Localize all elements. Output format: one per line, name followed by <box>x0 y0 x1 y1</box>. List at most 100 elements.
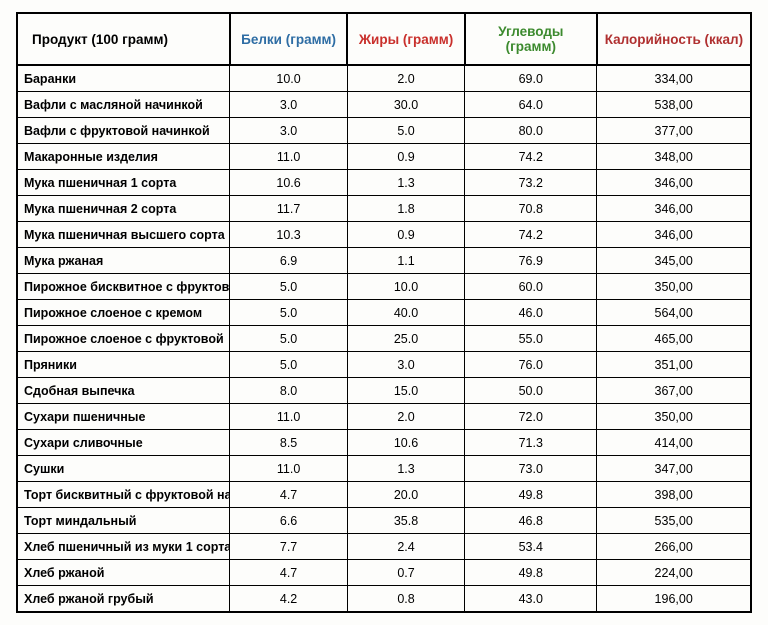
value-cell: 347,00 <box>597 456 751 482</box>
value-cell: 20.0 <box>347 482 464 508</box>
value-cell: 367,00 <box>597 378 751 404</box>
table-row: Сухари сливочные8.510.671.3414,00 <box>17 430 751 456</box>
product-name-cell: Вафли с масляной начинкой <box>17 92 230 118</box>
value-cell: 1.3 <box>347 456 464 482</box>
value-cell: 80.0 <box>465 118 597 144</box>
value-cell: 0.8 <box>347 586 464 613</box>
value-cell: 6.6 <box>230 508 347 534</box>
product-name-cell: Мука пшеничная 2 сорта <box>17 196 230 222</box>
value-cell: 25.0 <box>347 326 464 352</box>
value-cell: 2.0 <box>347 404 464 430</box>
column-header: Белки (грамм) <box>230 13 347 65</box>
value-cell: 346,00 <box>597 196 751 222</box>
value-cell: 70.8 <box>465 196 597 222</box>
product-name-cell: Пирожное слоеное с фруктовой <box>17 326 230 352</box>
value-cell: 4.7 <box>230 560 347 586</box>
value-cell: 8.0 <box>230 378 347 404</box>
value-cell: 8.5 <box>230 430 347 456</box>
value-cell: 346,00 <box>597 170 751 196</box>
value-cell: 350,00 <box>597 274 751 300</box>
value-cell: 4.2 <box>230 586 347 613</box>
product-name-cell: Пирожное бисквитное с фруктов <box>17 274 230 300</box>
value-cell: 224,00 <box>597 560 751 586</box>
table-row: Макаронные изделия11.00.974.2348,00 <box>17 144 751 170</box>
value-cell: 0.7 <box>347 560 464 586</box>
value-cell: 15.0 <box>347 378 464 404</box>
column-header: Углеводы (грамм) <box>465 13 597 65</box>
table-header-row: Продукт (100 грамм)Белки (грамм)Жиры (гр… <box>17 13 751 65</box>
value-cell: 10.0 <box>347 274 464 300</box>
value-cell: 3.0 <box>230 92 347 118</box>
value-cell: 40.0 <box>347 300 464 326</box>
column-header: Продукт (100 грамм) <box>17 13 230 65</box>
table-row: Пирожное бисквитное с фруктов5.010.060.0… <box>17 274 751 300</box>
value-cell: 3.0 <box>230 118 347 144</box>
product-name-cell: Сухари сливочные <box>17 430 230 456</box>
value-cell: 30.0 <box>347 92 464 118</box>
value-cell: 414,00 <box>597 430 751 456</box>
value-cell: 10.0 <box>230 65 347 92</box>
value-cell: 377,00 <box>597 118 751 144</box>
value-cell: 60.0 <box>465 274 597 300</box>
product-name-cell: Хлеб ржаной грубый <box>17 586 230 613</box>
value-cell: 43.0 <box>465 586 597 613</box>
value-cell: 398,00 <box>597 482 751 508</box>
value-cell: 50.0 <box>465 378 597 404</box>
table-row: Мука пшеничная 2 сорта11.71.870.8346,00 <box>17 196 751 222</box>
product-name-cell: Хлеб пшеничный из муки 1 сорта <box>17 534 230 560</box>
value-cell: 76.9 <box>465 248 597 274</box>
table-row: Сдобная выпечка8.015.050.0367,00 <box>17 378 751 404</box>
product-name-cell: Мука пшеничная высшего сорта <box>17 222 230 248</box>
value-cell: 11.0 <box>230 404 347 430</box>
value-cell: 71.3 <box>465 430 597 456</box>
value-cell: 46.0 <box>465 300 597 326</box>
value-cell: 266,00 <box>597 534 751 560</box>
table-row: Хлеб пшеничный из муки 1 сорта7.72.453.4… <box>17 534 751 560</box>
product-name-cell: Пряники <box>17 352 230 378</box>
product-name-cell: Торт миндальный <box>17 508 230 534</box>
value-cell: 196,00 <box>597 586 751 613</box>
value-cell: 350,00 <box>597 404 751 430</box>
value-cell: 10.6 <box>230 170 347 196</box>
product-name-cell: Вафли с фруктовой начинкой <box>17 118 230 144</box>
value-cell: 2.4 <box>347 534 464 560</box>
value-cell: 345,00 <box>597 248 751 274</box>
product-name-cell: Мука пшеничная 1 сорта <box>17 170 230 196</box>
value-cell: 49.8 <box>465 482 597 508</box>
value-cell: 0.9 <box>347 222 464 248</box>
product-name-cell: Сухари пшеничные <box>17 404 230 430</box>
value-cell: 5.0 <box>230 326 347 352</box>
value-cell: 535,00 <box>597 508 751 534</box>
value-cell: 10.3 <box>230 222 347 248</box>
value-cell: 351,00 <box>597 352 751 378</box>
product-name-cell: Пирожное слоеное с кремом <box>17 300 230 326</box>
value-cell: 465,00 <box>597 326 751 352</box>
value-cell: 76.0 <box>465 352 597 378</box>
value-cell: 5.0 <box>347 118 464 144</box>
value-cell: 64.0 <box>465 92 597 118</box>
value-cell: 564,00 <box>597 300 751 326</box>
table-row: Торт бисквитный с фруктовой нач4.720.049… <box>17 482 751 508</box>
value-cell: 73.2 <box>465 170 597 196</box>
value-cell: 74.2 <box>465 222 597 248</box>
table-row: Пряники5.03.076.0351,00 <box>17 352 751 378</box>
column-header: Калорийность (ккал) <box>597 13 751 65</box>
value-cell: 0.9 <box>347 144 464 170</box>
value-cell: 11.0 <box>230 144 347 170</box>
table-row: Пирожное слоеное с фруктовой5.025.055.04… <box>17 326 751 352</box>
value-cell: 4.7 <box>230 482 347 508</box>
value-cell: 3.0 <box>347 352 464 378</box>
product-name-cell: Баранки <box>17 65 230 92</box>
product-name-cell: Макаронные изделия <box>17 144 230 170</box>
value-cell: 49.8 <box>465 560 597 586</box>
value-cell: 55.0 <box>465 326 597 352</box>
value-cell: 538,00 <box>597 92 751 118</box>
column-header: Жиры (грамм) <box>347 13 464 65</box>
table-row: Хлеб ржаной грубый4.20.843.0196,00 <box>17 586 751 613</box>
value-cell: 5.0 <box>230 274 347 300</box>
value-cell: 72.0 <box>465 404 597 430</box>
value-cell: 1.8 <box>347 196 464 222</box>
table-row: Мука пшеничная 1 сорта10.61.373.2346,00 <box>17 170 751 196</box>
table-row: Вафли с масляной начинкой3.030.064.0538,… <box>17 92 751 118</box>
value-cell: 73.0 <box>465 456 597 482</box>
